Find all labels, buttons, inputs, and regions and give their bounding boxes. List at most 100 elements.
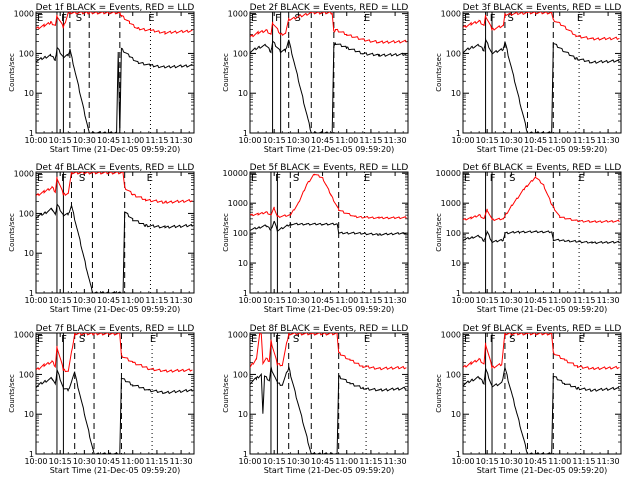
x-tick-label: 10:45: [524, 296, 547, 305]
x-tick-label: 10:15: [49, 457, 72, 466]
y-tick-label: 100: [19, 370, 34, 379]
x-tick-label: 11:30: [597, 457, 620, 466]
chart-title: Det 3f BLACK = Events, RED = LLD: [463, 3, 622, 13]
phase-label: S: [293, 334, 299, 345]
phase-label: F: [61, 173, 67, 184]
phase-label: S: [79, 334, 85, 345]
lld-series-line: [36, 333, 193, 373]
phase-label: E: [150, 334, 156, 345]
y-tick-label: 1000: [441, 199, 461, 208]
y-tick-label: 10: [24, 89, 34, 98]
x-tick-label: 10:30: [73, 457, 96, 466]
events-series-line: [463, 367, 620, 454]
phase-label: E: [37, 173, 43, 184]
x-tick-label: 11:00: [121, 136, 144, 145]
phase-label: F: [490, 13, 496, 24]
x-tick-label: 11:15: [359, 136, 382, 145]
plot-frame: [462, 171, 622, 294]
x-tick-label: 10:30: [500, 457, 523, 466]
lld-series-line: [250, 173, 407, 220]
x-tick-label: 11:30: [384, 457, 407, 466]
y-tick-label: 1: [29, 450, 34, 459]
chart-title: Det 4f BLACK = Events, RED = LLD: [36, 163, 195, 173]
x-tick-label: 10:30: [73, 136, 96, 145]
x-tick-label: 10:00: [451, 296, 474, 305]
x-axis-label: Start Time (21-Dec-05 09:59:20): [477, 305, 608, 314]
x-tick-label: 11:15: [572, 136, 595, 145]
y-tick-label: 10: [24, 410, 34, 419]
y-tick-label: 1: [456, 450, 461, 459]
y-tick-label: 100: [19, 209, 34, 218]
chart-title: Det 7f BLACK = Events, RED = LLD: [36, 324, 195, 334]
x-tick-label: 10:00: [451, 136, 474, 145]
x-tick-label: 11:00: [548, 296, 571, 305]
phase-label: E: [37, 334, 43, 345]
y-tick-label: 10: [451, 410, 461, 419]
y-axis-label: Counts/sec: [8, 374, 16, 413]
phase-label: E: [578, 173, 584, 184]
y-tick-label: 1000: [228, 199, 248, 208]
phase-label: S: [509, 173, 515, 184]
phase-label: E: [464, 13, 470, 24]
x-tick-label: 10:45: [524, 136, 547, 145]
phase-label: E: [464, 173, 470, 184]
x-tick-label: 10:30: [287, 457, 310, 466]
phase-label: E: [364, 334, 370, 345]
y-tick-label: 100: [19, 49, 34, 58]
y-tick-label: 1000: [228, 331, 248, 340]
x-tick-label: 11:30: [170, 457, 193, 466]
lld-series-line: [463, 12, 620, 41]
y-tick-label: 1: [243, 450, 248, 459]
y-tick-label: 1000: [228, 10, 248, 19]
plot-frame: [35, 332, 195, 455]
phase-label: S: [509, 334, 515, 345]
x-tick-label: 10:45: [311, 296, 334, 305]
phase-label: S: [295, 13, 301, 24]
y-axis-label: Counts/sec: [435, 53, 443, 92]
x-tick-label: 10:15: [476, 457, 499, 466]
x-tick-label: 10:00: [24, 457, 47, 466]
y-tick-label: 10: [451, 89, 461, 98]
x-axis-label: Start Time (21-Dec-05 09:59:20): [264, 466, 395, 475]
phase-label: E: [148, 13, 154, 24]
x-tick-label: 10:45: [97, 136, 120, 145]
phase-label: S: [76, 13, 82, 24]
y-tick-label: 100: [446, 229, 461, 238]
y-tick-label: 10: [451, 259, 461, 268]
x-tick-label: 11:15: [145, 296, 168, 305]
phase-label: E: [364, 173, 370, 184]
x-axis-label: Start Time (21-Dec-05 09:59:20): [50, 145, 181, 154]
y-tick-label: 1000: [14, 331, 34, 340]
y-axis-label: Counts/sec: [8, 213, 16, 252]
x-tick-label: 10:45: [311, 136, 334, 145]
x-tick-label: 11:00: [121, 296, 144, 305]
x-axis-label: Start Time (21-Dec-05 09:59:20): [50, 305, 181, 314]
plot-frame: [249, 11, 409, 134]
y-axis-label: Counts/sec: [222, 213, 230, 252]
y-tick-label: 1: [243, 129, 248, 138]
chart-title: Det 8f BLACK = Events, RED = LLD: [250, 324, 409, 334]
events-series-line: [36, 46, 193, 133]
x-tick-label: 11:00: [548, 136, 571, 145]
x-tick-label: 11:30: [170, 136, 193, 145]
phase-label: F: [275, 173, 281, 184]
x-tick-label: 10:00: [451, 457, 474, 466]
events-series-line: [250, 220, 407, 236]
phase-label: F: [61, 13, 67, 24]
x-tick-label: 10:00: [24, 296, 47, 305]
x-tick-label: 10:15: [476, 136, 499, 145]
phase-label: S: [79, 173, 85, 184]
x-tick-label: 11:00: [335, 296, 358, 305]
chart-title: Det 2f BLACK = Events, RED = LLD: [250, 3, 409, 13]
y-tick-label: 1000: [14, 170, 34, 179]
y-tick-label: 1: [456, 289, 461, 298]
x-tick-label: 10:00: [238, 457, 261, 466]
phase-label: E: [464, 334, 470, 345]
x-axis-label: Start Time (21-Dec-05 09:59:20): [477, 466, 608, 475]
